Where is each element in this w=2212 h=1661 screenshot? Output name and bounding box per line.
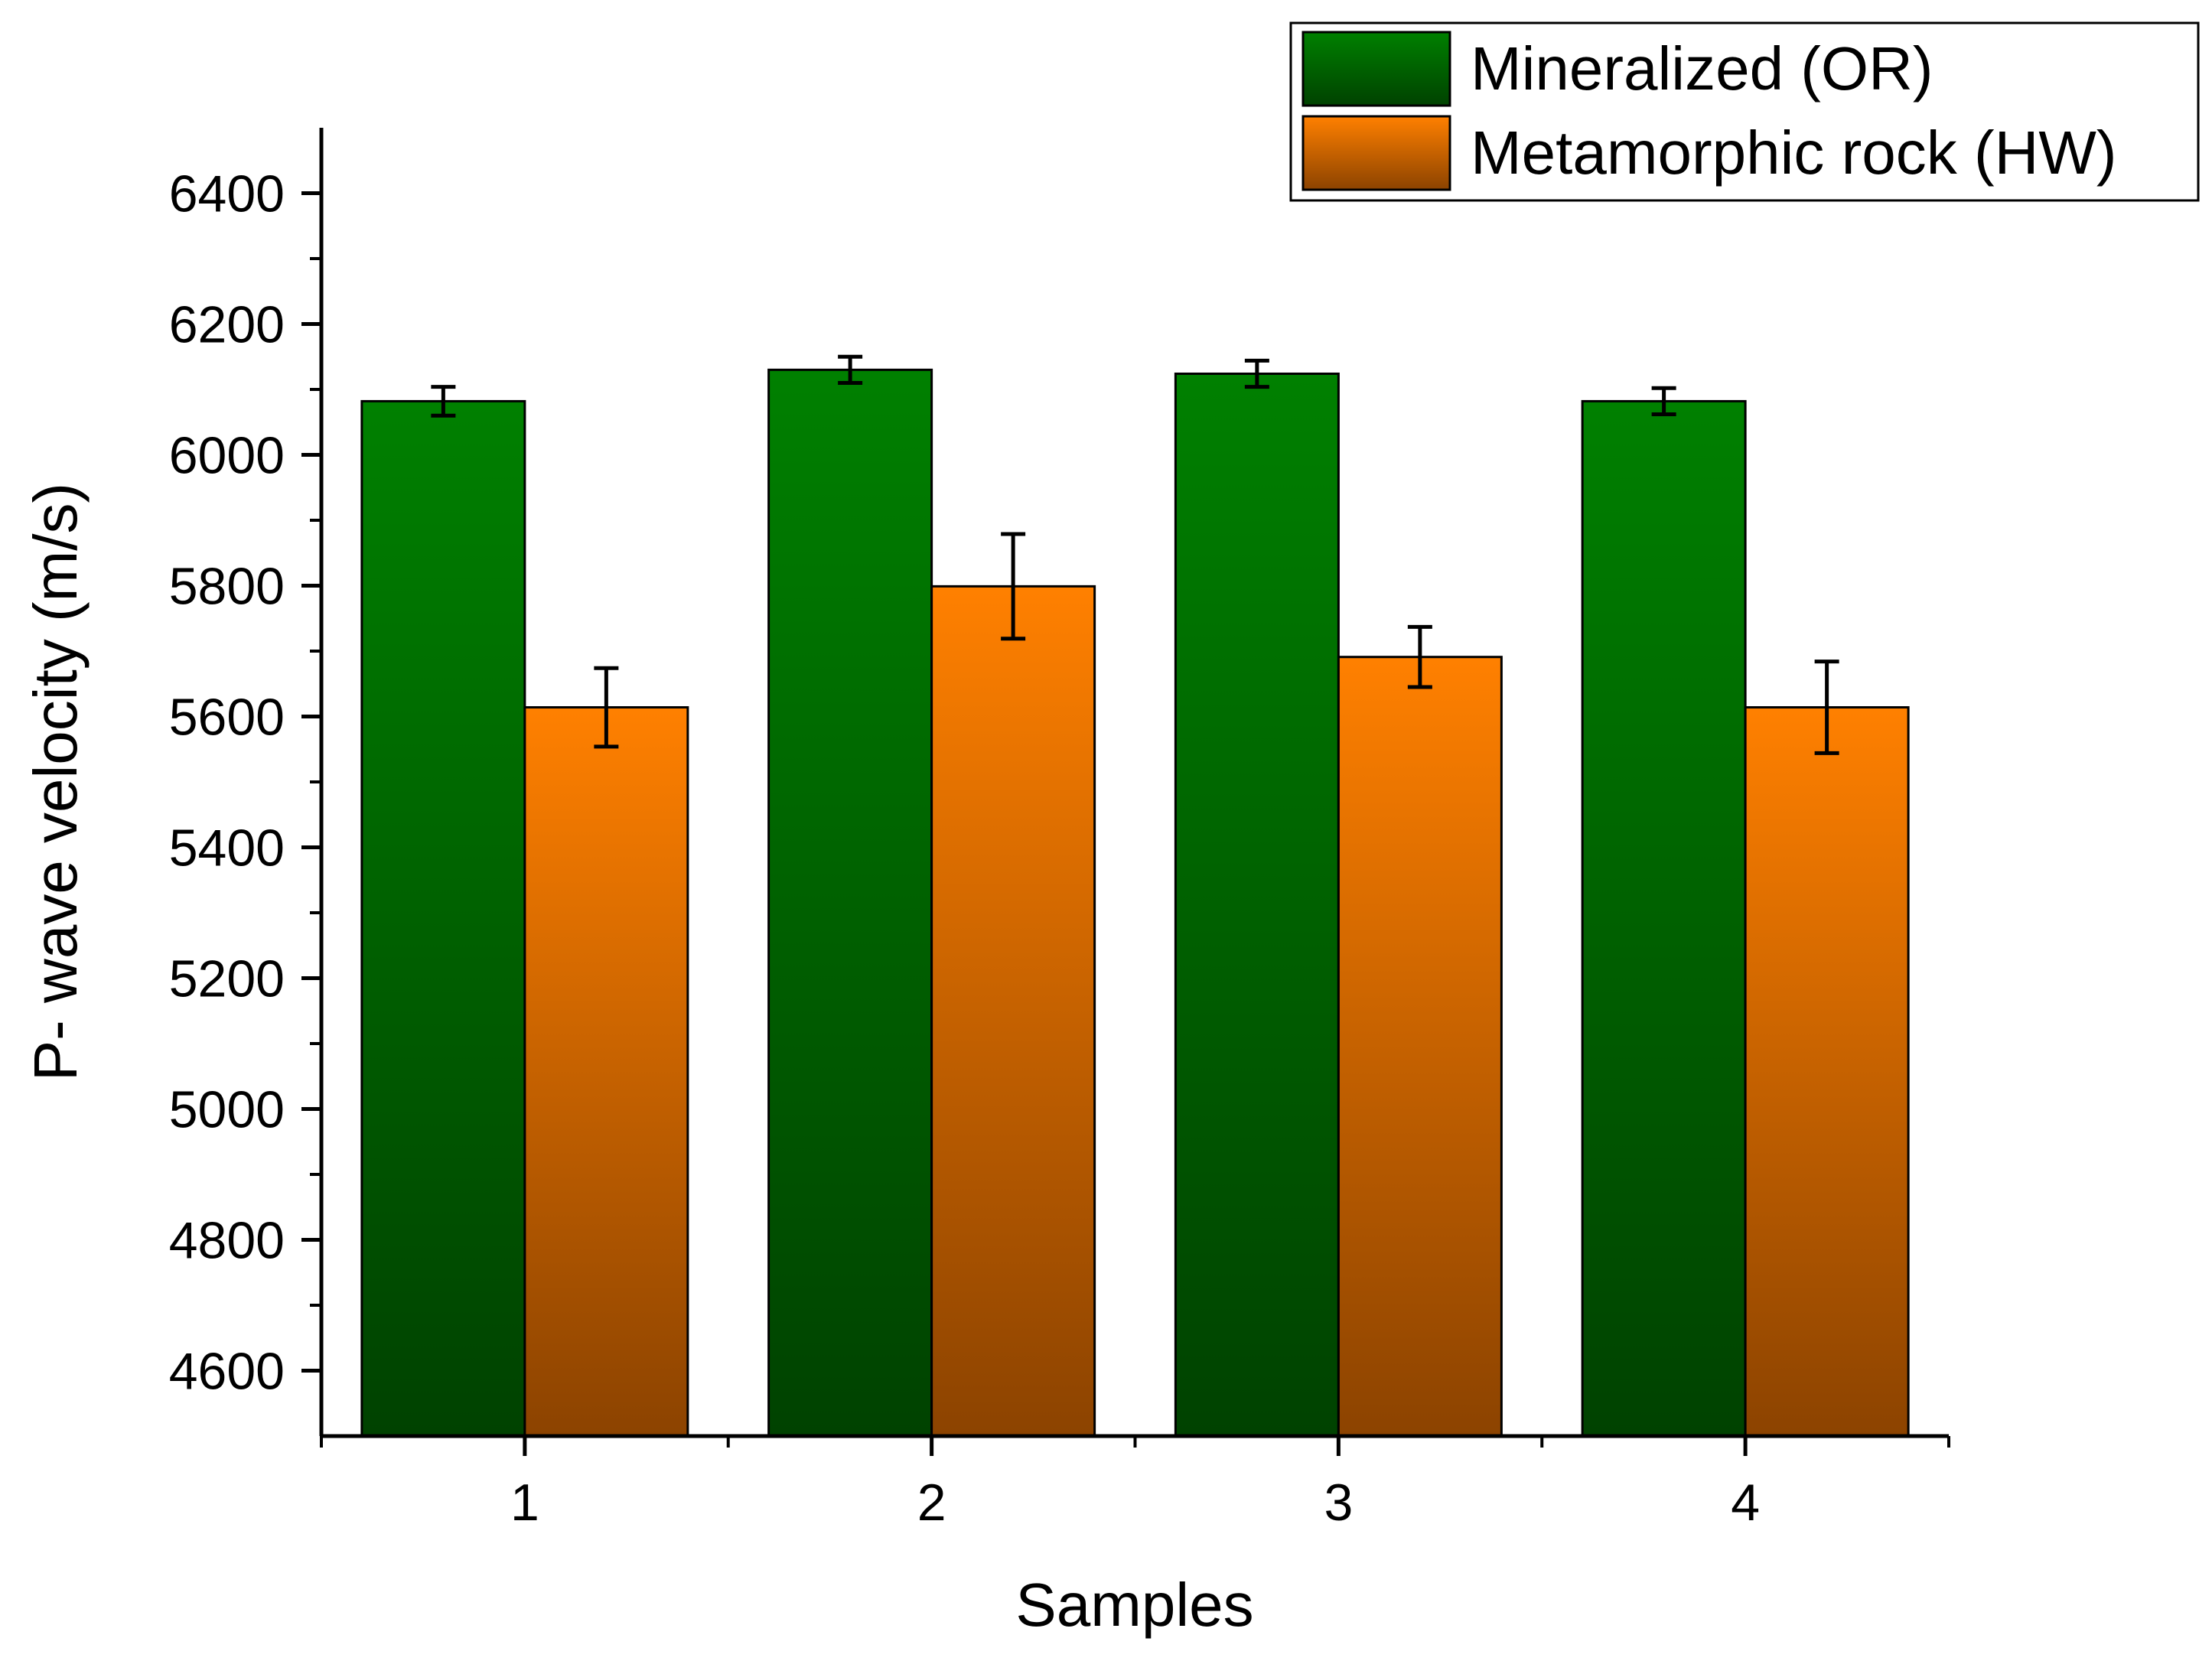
- y-tick-label-4800: 4800: [169, 1212, 285, 1270]
- bar-s1-sample-1: [360, 399, 526, 1438]
- x-tick-label-4: 4: [1731, 1474, 1760, 1532]
- x-tick-label-3: 3: [1324, 1474, 1353, 1532]
- bar-s2-sample-1: [523, 706, 689, 1438]
- error-bar-s1-sample-1: [431, 385, 456, 418]
- bar-s1-sample-3: [1174, 372, 1340, 1438]
- error-bar-s2-sample-2: [1001, 532, 1026, 641]
- x-ticks-layer: 1 2 3 4: [320, 1436, 1950, 1532]
- y-tick-label-5800: 5800: [169, 558, 285, 616]
- error-bar-s1-sample-3: [1244, 358, 1269, 389]
- y-tick-label-6000: 6000: [169, 427, 285, 485]
- error-bar-s2-sample-1: [594, 666, 619, 749]
- y-tick-label-5400: 5400: [169, 819, 285, 878]
- y-tick-label-6200: 6200: [169, 296, 285, 354]
- y-tick-label-5200: 5200: [169, 950, 285, 1008]
- x-tick-label-1: 1: [510, 1474, 539, 1532]
- y-ticks-layer: 4600 4800 5000 5200 5400 5600 5800 6000 6200 6400: [169, 165, 321, 1401]
- error-bar-s1-sample-2: [838, 354, 863, 385]
- bar-s1-sample-4: [1581, 399, 1747, 1438]
- error-bars-layer: [431, 354, 1839, 755]
- x-tick-label-2: 2: [917, 1474, 946, 1532]
- y-tick-label-6400: 6400: [169, 165, 285, 223]
- bar-s2-sample-2: [930, 585, 1096, 1438]
- error-bar-s2-sample-3: [1407, 624, 1432, 689]
- error-bar-s2-sample-4: [1814, 660, 1839, 755]
- legend-swatch-metamorphic: [1301, 115, 1451, 191]
- bar-s2-sample-4: [1744, 706, 1910, 1438]
- error-bar-s1-sample-4: [1651, 386, 1676, 416]
- legend: Mineralized (OR) Metamorphic rock (HW): [1289, 21, 2200, 202]
- bar-s1-sample-2: [767, 368, 933, 1438]
- legend-label-metamorphic: Metamorphic rock (HW): [1471, 119, 2117, 187]
- legend-swatch-mineralized: [1301, 31, 1451, 107]
- x-axis-label: Samples: [1015, 1571, 1253, 1639]
- y-axis-label: P- wave velocity (m/s): [21, 483, 90, 1081]
- y-tick-label-5000: 5000: [169, 1081, 285, 1139]
- legend-label-mineralized: Mineralized (OR): [1471, 34, 1933, 103]
- y-tick-label-4600: 4600: [169, 1343, 285, 1401]
- bar-s2-sample-3: [1337, 656, 1503, 1438]
- bars-layer: [360, 368, 1910, 1438]
- y-tick-label-5600: 5600: [169, 689, 285, 747]
